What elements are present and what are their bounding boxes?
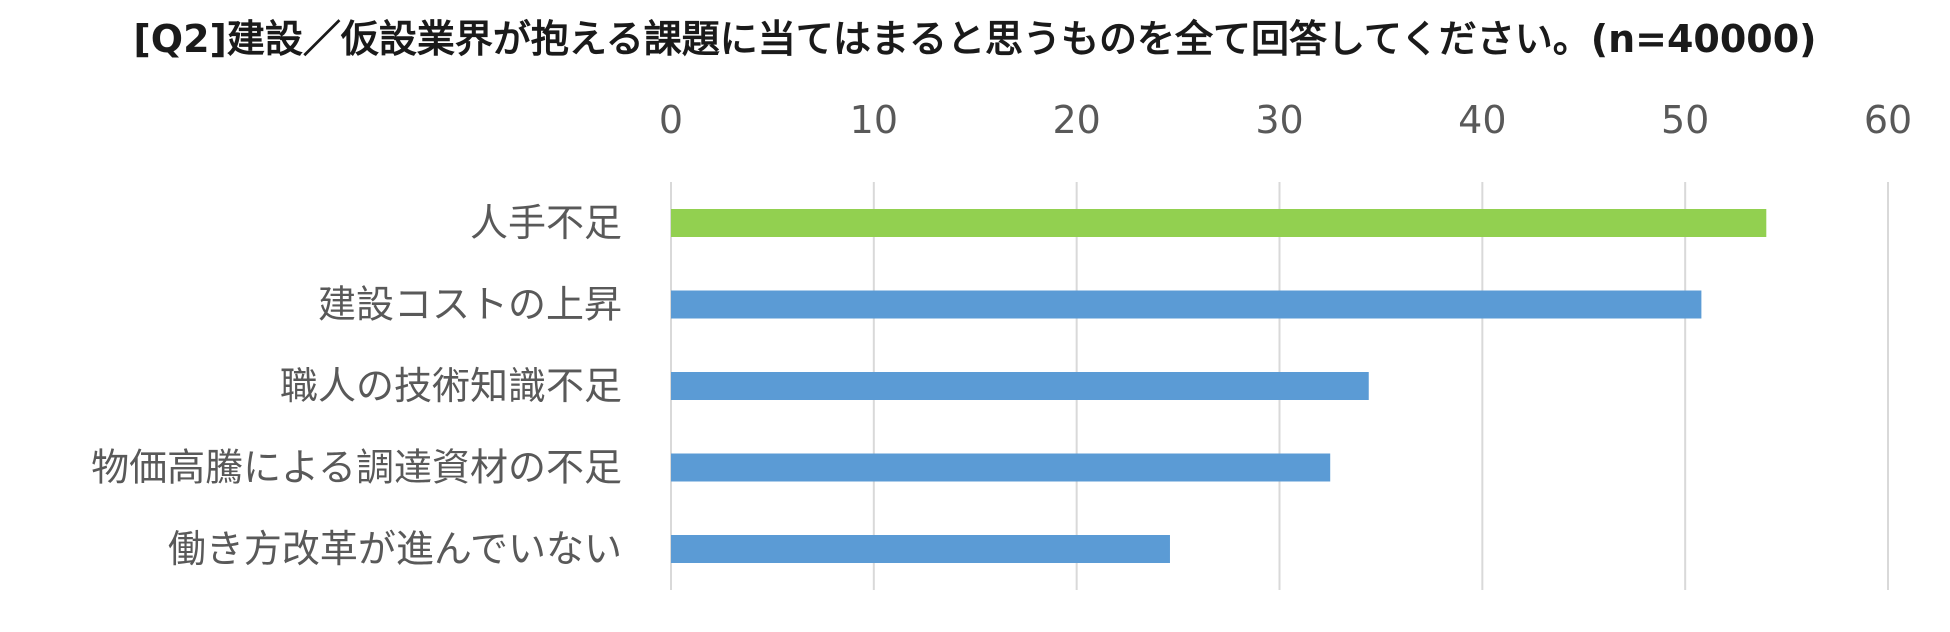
bar-2 <box>671 290 1702 319</box>
x-tick-label: 40 <box>1458 98 1506 142</box>
category-label: 建設コストの上昇 <box>318 283 622 327</box>
category-label: 働き方改革が進んでいない <box>168 527 622 571</box>
x-tick-label: 50 <box>1661 98 1709 142</box>
x-tick-label: 30 <box>1255 98 1303 142</box>
bar-4 <box>671 453 1331 482</box>
category-label: 物価高騰による調達資材の不足 <box>91 446 622 490</box>
x-tick-label: 10 <box>850 98 898 142</box>
bar-1 <box>671 209 1767 237</box>
bar-5 <box>671 535 1170 563</box>
x-tick-label: 0 <box>659 98 683 142</box>
category-label: 職人の技術知識不足 <box>280 364 622 408</box>
x-tick-label: 20 <box>1052 98 1100 142</box>
bars <box>671 209 1767 563</box>
category-labels: 人手不足建設コストの上昇職人の技術知識不足物価高騰による調達資材の不足働き方改革… <box>91 201 622 571</box>
x-axis-ticks: 0 10 20 30 40 50 60 <box>659 98 1912 142</box>
category-label: 人手不足 <box>470 201 622 245</box>
x-tick-label: 60 <box>1864 98 1912 142</box>
bar-3 <box>671 372 1369 400</box>
chart-title: [Q2]建設／仮設業界が抱える課題に当てはまると思うものを全て回答してください。… <box>133 17 1817 61</box>
